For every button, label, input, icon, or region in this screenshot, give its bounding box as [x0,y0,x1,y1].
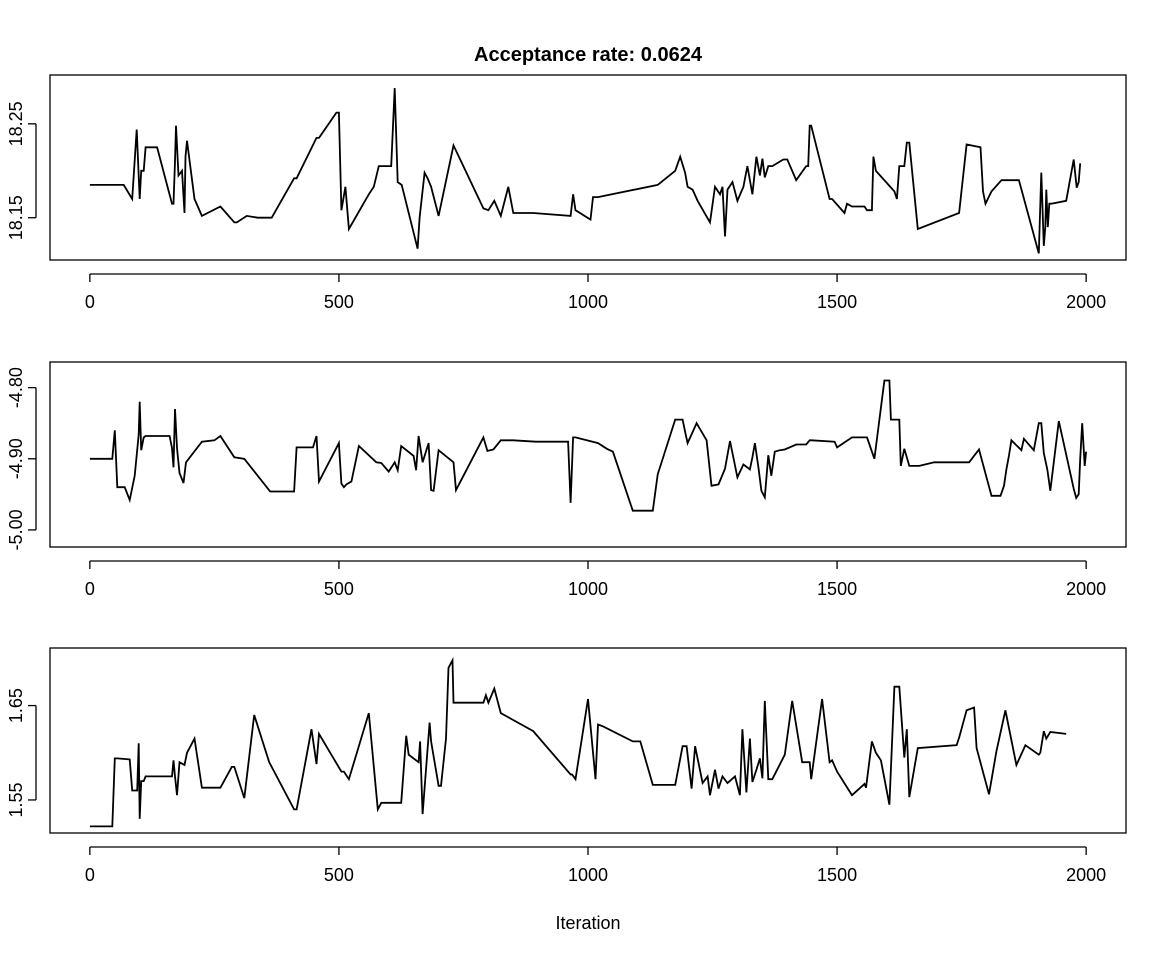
x-tick-label: 1000 [568,865,608,885]
trace-line [89,379,1087,512]
x-tick-label: 500 [324,579,354,599]
x-tick-label: 1500 [817,579,857,599]
plot-frame [49,74,1127,261]
trace-line [89,88,1082,254]
x-tick-label: 1000 [568,292,608,312]
x-tick-label: 0 [85,292,95,312]
x-tick-label: 500 [324,865,354,885]
x-tick-label: 0 [85,865,95,885]
trace-panel-2: 0 500 1000 1500 2000 -5.00 -4.90 -4.80 [6,361,1127,599]
y-tick-label: 1.55 [6,782,26,817]
y-tick-label: 18.25 [6,101,26,146]
plot-frame [49,361,1127,548]
plot-frame [49,647,1127,834]
trace-panel-1: 0 500 1000 1500 2000 18.15 18.25 [6,74,1127,312]
y-tick-label: -5.00 [6,509,26,550]
x-tick-label: 2000 [1066,292,1106,312]
y-tick-label: -4.80 [6,367,26,408]
x-tick-label: 1000 [568,579,608,599]
chart-title: Acceptance rate: 0.0624 [474,44,703,66]
y-tick-label: -4.90 [6,438,26,479]
x-tick-label: 1500 [817,292,857,312]
x-tick-label: 2000 [1066,579,1106,599]
y-tick-label: 18.15 [6,195,26,240]
y-tick-label: 1.65 [6,688,26,723]
x-tick-label: 500 [324,292,354,312]
x-axis-label: Iteration [555,913,620,933]
x-tick-label: 0 [85,579,95,599]
x-tick-label: 2000 [1066,865,1106,885]
trace-panel-3: 0 500 1000 1500 2000 1.55 1.65 [6,647,1127,885]
trace-line [89,656,1067,828]
x-tick-label: 1500 [817,865,857,885]
